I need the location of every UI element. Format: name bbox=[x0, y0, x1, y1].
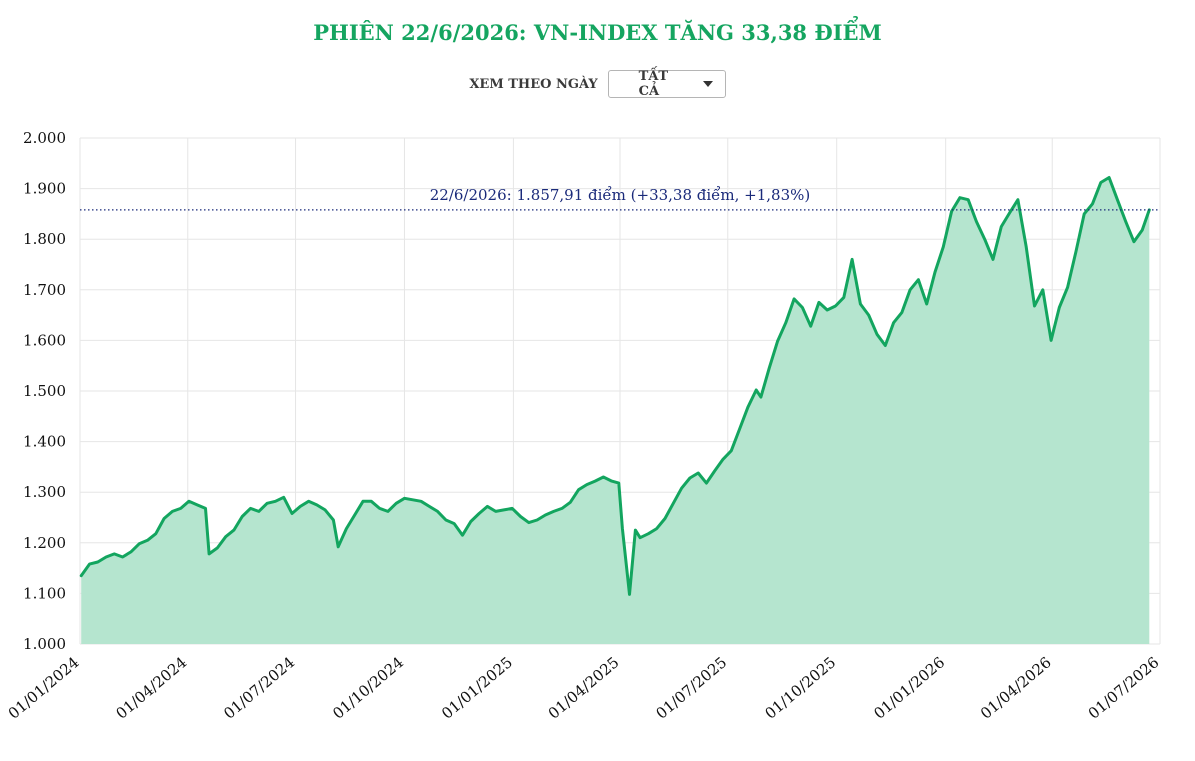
range-select-value: TẤT CẢ bbox=[638, 69, 669, 99]
y-tick-label: 1.000 bbox=[23, 635, 66, 653]
x-tick-label: 01/01/2024 bbox=[5, 653, 83, 722]
x-tick-label: 01/10/2024 bbox=[329, 653, 407, 722]
latest-annotation: 22/6/2026: 1.857,91 điểm (+33,38 điểm, +… bbox=[430, 186, 811, 204]
x-tick-label: 01/04/2024 bbox=[113, 653, 191, 722]
x-tick-label: 01/07/2025 bbox=[653, 653, 731, 722]
y-tick-label: 1.300 bbox=[23, 483, 66, 501]
chart-title: PHIÊN 22/6/2026: VN-INDEX TĂNG 33,38 ĐIỂ… bbox=[313, 20, 882, 45]
x-tick-label: 01/01/2026 bbox=[870, 653, 948, 722]
x-tick-label: 01/04/2026 bbox=[977, 653, 1055, 722]
y-tick-label: 1.900 bbox=[23, 180, 66, 198]
y-tick-label: 1.700 bbox=[23, 281, 66, 299]
range-select[interactable]: TẤT CẢ bbox=[607, 69, 726, 99]
y-tick-label: 1.500 bbox=[23, 382, 66, 400]
y-tick-label: 1.100 bbox=[23, 584, 66, 602]
y-tick-label: 1.400 bbox=[23, 433, 66, 451]
date-filter: XEM THEO NGÀY TẤT CẢ bbox=[0, 69, 1195, 99]
x-tick-label: 01/01/2025 bbox=[438, 653, 516, 722]
filter-label: XEM THEO NGÀY bbox=[469, 76, 598, 92]
index-line bbox=[79, 176, 1151, 596]
caret-down-icon bbox=[702, 81, 713, 87]
y-tick-label: 1.800 bbox=[23, 230, 66, 248]
y-tick-label: 2.000 bbox=[23, 129, 66, 147]
y-tick-label: 1.600 bbox=[23, 331, 66, 349]
x-tick-label: 01/07/2026 bbox=[1085, 653, 1163, 722]
x-tick-label: 01/04/2025 bbox=[545, 653, 623, 722]
y-tick-label: 1.200 bbox=[23, 534, 66, 552]
x-tick-label: 01/07/2024 bbox=[220, 653, 298, 722]
x-tick-label: 01/10/2025 bbox=[761, 653, 839, 722]
